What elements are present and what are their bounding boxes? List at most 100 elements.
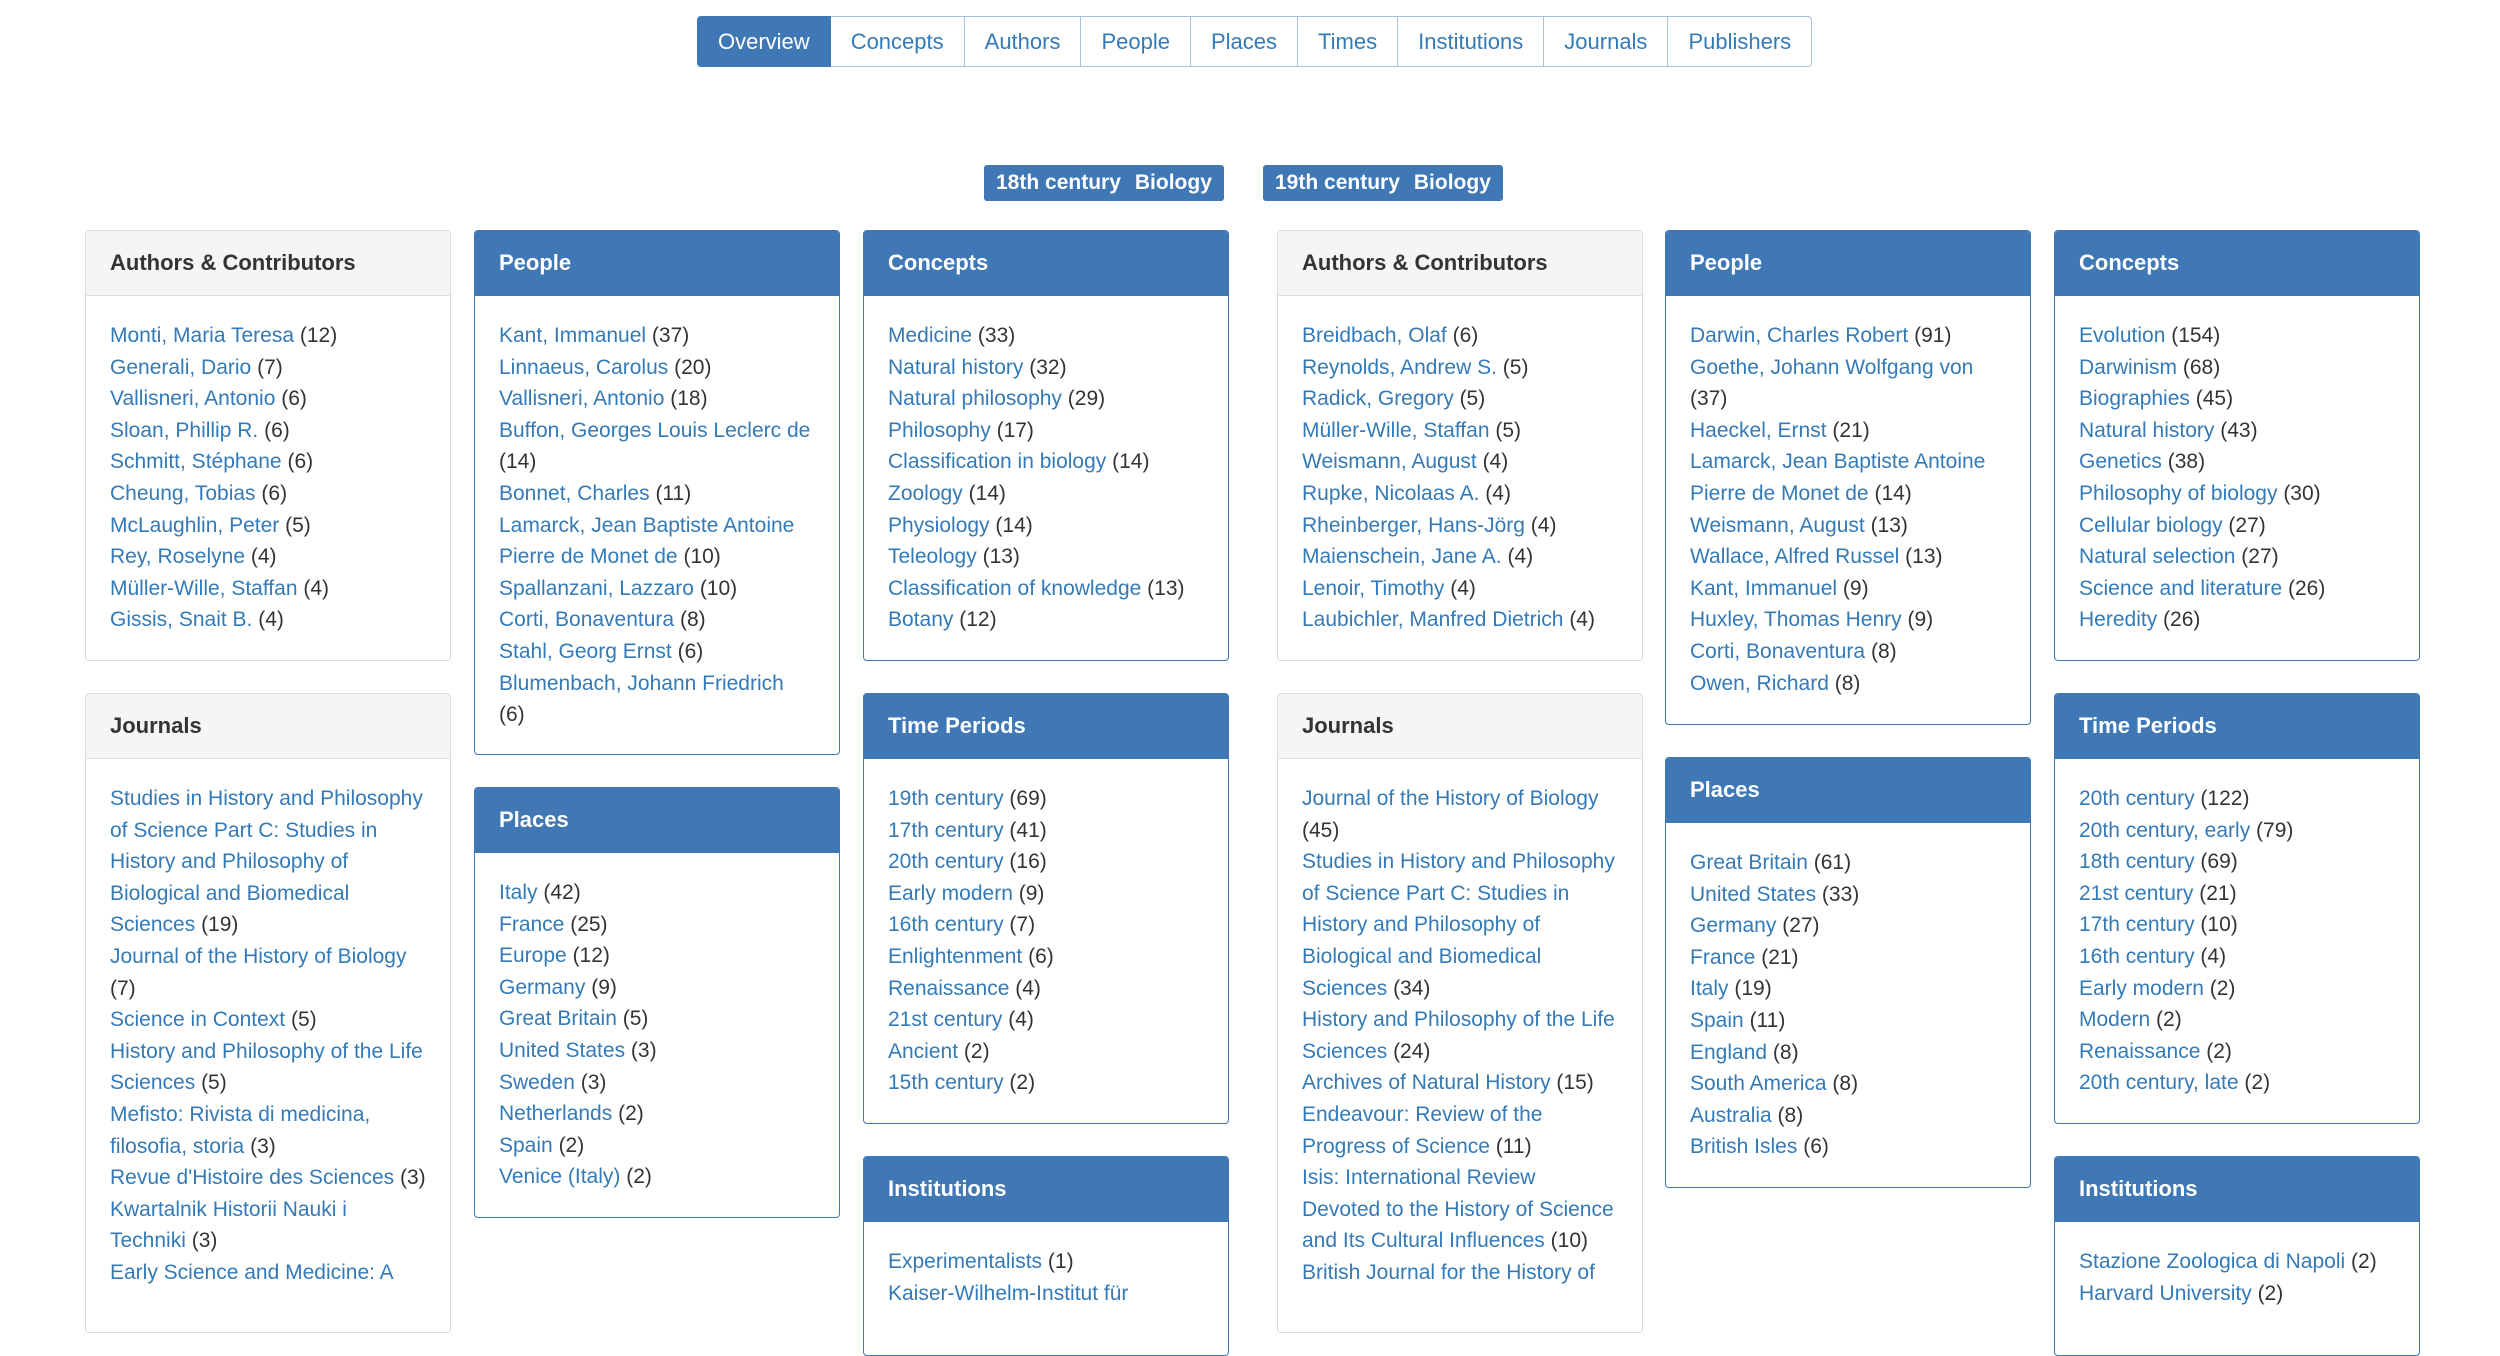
item-link[interactable]: Harvard University — [2079, 1281, 2252, 1305]
item-link[interactable]: 15th century — [888, 1071, 1004, 1095]
item-link[interactable]: Venice (Italy) — [499, 1165, 621, 1189]
item-link[interactable]: Schmitt, Stéphane — [110, 450, 282, 474]
item-link[interactable]: Maienschein, Jane A. — [1302, 545, 1502, 569]
tab-places[interactable]: Places — [1190, 16, 1299, 67]
item-link[interactable]: Monti, Maria Teresa — [110, 324, 295, 347]
item-link[interactable]: 20th century — [888, 850, 1004, 874]
item-link[interactable]: Radick, Gregory — [1302, 387, 1454, 411]
item-link[interactable]: France — [499, 912, 565, 936]
item-link[interactable]: Müller-Wille, Staffan — [110, 576, 298, 600]
item-link[interactable]: Rey, Roselyne — [110, 545, 246, 569]
item-link[interactable]: Heredity — [2079, 608, 2158, 632]
item-link[interactable]: Müller-Wille, Staffan — [1302, 418, 1490, 442]
item-link[interactable]: Classification in biology — [888, 450, 1107, 474]
item-link[interactable]: Science in Context — [110, 1008, 286, 1032]
item-link[interactable]: Cellular biology — [2079, 513, 2223, 537]
item-link[interactable]: 17th century — [2079, 913, 2195, 937]
item-link[interactable]: Enlightenment — [888, 944, 1023, 968]
tab-authors[interactable]: Authors — [964, 16, 1082, 67]
item-link[interactable]: Kant, Immanuel — [499, 324, 647, 347]
item-link[interactable]: Huxley, Thomas Henry — [1690, 608, 1902, 632]
item-link[interactable]: Cheung, Tobias — [110, 481, 256, 505]
item-link[interactable]: 20th century — [2079, 787, 2195, 810]
item-link[interactable]: Natural history — [888, 355, 1024, 379]
item-link[interactable]: Philosophy — [888, 418, 991, 442]
item-link[interactable]: Mefisto: Rivista di medicina, filosofia,… — [110, 1102, 371, 1158]
item-link[interactable]: Natural selection — [2079, 545, 2236, 569]
item-link[interactable]: Journal of the History of Biology — [110, 944, 407, 968]
tab-journals[interactable]: Journals — [1544, 16, 1669, 67]
item-link[interactable]: Weismann, August — [1302, 450, 1477, 474]
item-link[interactable]: Studies in History and Philosophy of Sci… — [1302, 850, 1615, 1000]
item-link[interactable]: Renaissance — [2079, 1039, 2201, 1063]
item-link[interactable]: Zoology — [888, 481, 963, 505]
item-link[interactable]: Experimentalists — [888, 1250, 1043, 1273]
item-link[interactable]: Natural history — [2079, 418, 2215, 442]
item-link[interactable]: Early modern — [2079, 976, 2204, 1000]
item-link[interactable]: Stahl, Georg Ernst — [499, 639, 672, 663]
item-link[interactable]: 21st century — [2079, 881, 2194, 905]
item-link[interactable]: United States — [499, 1038, 626, 1062]
item-link[interactable]: Gissis, Snait B. — [110, 608, 253, 632]
item-link[interactable]: Vallisneri, Antonio — [499, 387, 665, 411]
tab-concepts[interactable]: Concepts — [830, 16, 965, 67]
tab-overview[interactable]: Overview — [697, 16, 831, 67]
tab-times[interactable]: Times — [1298, 16, 1399, 67]
item-link[interactable]: Revue d'Histoire des Sciences — [110, 1166, 395, 1190]
item-link[interactable]: Natural philosophy — [888, 387, 1062, 411]
item-link[interactable]: Renaissance — [888, 976, 1010, 1000]
item-link[interactable]: Spain — [499, 1133, 553, 1157]
item-link[interactable]: Evolution — [2079, 324, 2166, 347]
item-link[interactable]: 19th century — [888, 787, 1004, 810]
item-link[interactable]: Spallanzani, Lazzaro — [499, 576, 694, 600]
item-link[interactable]: Sweden — [499, 1070, 575, 1094]
tab-institutions[interactable]: Institutions — [1398, 16, 1545, 67]
item-link[interactable]: 21st century — [888, 1008, 1003, 1032]
item-link[interactable]: 16th century — [888, 913, 1004, 937]
item-link[interactable]: Darwin, Charles Robert — [1690, 324, 1909, 347]
item-link[interactable]: Physiology — [888, 513, 990, 537]
item-link[interactable]: Archives of Natural History — [1302, 1071, 1551, 1095]
item-link[interactable]: Early modern — [888, 881, 1013, 905]
item-link[interactable]: Studies in History and Philosophy of Sci… — [110, 787, 423, 937]
item-link[interactable]: Haeckel, Ernst — [1690, 418, 1827, 442]
item-link[interactable]: Journal of the History of Biology — [1302, 787, 1599, 810]
item-link[interactable]: Great Britain — [499, 1007, 617, 1031]
item-link[interactable]: Sloan, Phillip R. — [110, 418, 259, 442]
item-link[interactable]: Europe — [499, 944, 567, 968]
item-link[interactable]: Philosophy of biology — [2079, 481, 2278, 505]
item-link[interactable]: Genetics — [2079, 450, 2162, 474]
item-link[interactable]: Science and literature — [2079, 576, 2283, 600]
item-link[interactable]: Germany — [1690, 914, 1777, 938]
item-link[interactable]: Lamarck, Jean Baptiste Antoine Pierre de… — [1690, 450, 1986, 505]
item-link[interactable]: Kwartalnik Historii Nauki i Techniki — [110, 1197, 347, 1253]
item-link[interactable]: 20th century, late — [2079, 1071, 2239, 1095]
item-link[interactable]: Owen, Richard — [1690, 671, 1829, 695]
item-link[interactable]: Weismann, August — [1690, 513, 1865, 537]
item-link[interactable]: Stazione Zoologica di Napoli — [2079, 1250, 2346, 1273]
item-link[interactable]: Kaiser-Wilhelm-Institut für — [888, 1281, 1129, 1305]
item-link[interactable]: Rheinberger, Hans-Jörg — [1302, 513, 1525, 537]
item-link[interactable]: 20th century, early — [2079, 818, 2251, 842]
item-link[interactable]: Darwinism — [2079, 355, 2178, 379]
item-link[interactable]: Classification of knowledge — [888, 576, 1142, 600]
item-link[interactable]: 16th century — [2079, 944, 2195, 968]
item-link[interactable]: Italy — [499, 881, 538, 904]
item-link[interactable]: Rupke, Nicolaas A. — [1302, 481, 1480, 505]
item-link[interactable]: Corti, Bonaventura — [1690, 639, 1866, 663]
topic-chip-19th-biology[interactable]: 19th century Biology — [1263, 165, 1503, 201]
item-link[interactable]: Italy — [1690, 977, 1729, 1001]
item-link[interactable]: Reynolds, Andrew S. — [1302, 355, 1497, 379]
item-link[interactable]: Ancient — [888, 1039, 959, 1063]
item-link[interactable]: Australia — [1690, 1103, 1772, 1127]
item-link[interactable]: Spain — [1690, 1008, 1744, 1032]
item-link[interactable]: Teleology — [888, 545, 977, 569]
item-link[interactable]: Botany — [888, 608, 954, 632]
item-link[interactable]: South America — [1690, 1072, 1827, 1096]
item-link[interactable]: Wallace, Alfred Russel — [1690, 545, 1900, 569]
item-link[interactable]: Goethe, Johann Wolfgang von — [1690, 355, 1974, 379]
item-link[interactable]: History and Philosophy of the Life Scien… — [1302, 1008, 1615, 1063]
item-link[interactable]: McLaughlin, Peter — [110, 513, 280, 537]
item-link[interactable]: Modern — [2079, 1008, 2151, 1032]
item-link[interactable]: Buffon, Georges Louis Leclerc de — [499, 418, 811, 442]
